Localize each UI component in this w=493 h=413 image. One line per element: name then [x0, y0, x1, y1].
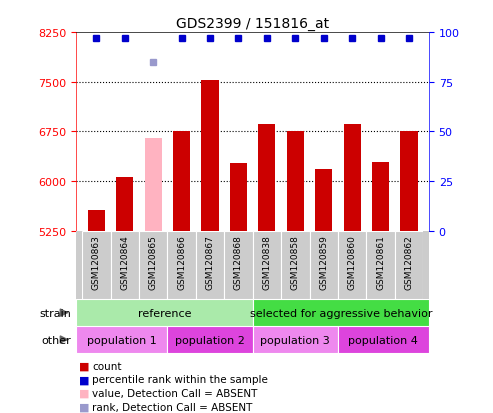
Text: reference: reference — [138, 308, 191, 318]
Text: ■: ■ — [79, 388, 89, 398]
Bar — [82, 231, 110, 299]
Bar — [168, 231, 196, 299]
Bar — [224, 231, 253, 299]
Bar — [116, 178, 133, 231]
Bar — [202, 81, 218, 231]
Text: other: other — [42, 335, 71, 345]
Text: GSM120858: GSM120858 — [291, 235, 300, 290]
Text: value, Detection Call = ABSENT: value, Detection Call = ABSENT — [92, 388, 257, 398]
Bar — [372, 163, 389, 231]
Text: rank, Detection Call = ABSENT: rank, Detection Call = ABSENT — [92, 402, 252, 412]
Bar — [400, 131, 418, 231]
Text: GSM120868: GSM120868 — [234, 235, 243, 290]
Bar — [423, 231, 429, 299]
Bar — [310, 231, 338, 299]
Bar — [76, 231, 82, 299]
Text: strain: strain — [39, 308, 71, 318]
Bar — [173, 132, 190, 231]
Text: selected for aggressive behavior: selected for aggressive behavior — [249, 308, 432, 318]
Text: GSM120838: GSM120838 — [262, 235, 271, 290]
Text: GSM120859: GSM120859 — [319, 235, 328, 290]
Bar — [338, 231, 366, 299]
Text: GSM120863: GSM120863 — [92, 235, 101, 290]
Bar — [253, 231, 281, 299]
Text: population 1: population 1 — [87, 335, 157, 345]
Text: population 2: population 2 — [175, 335, 245, 345]
Text: ■: ■ — [79, 402, 89, 412]
Text: ■: ■ — [79, 361, 89, 371]
Text: GSM120862: GSM120862 — [405, 235, 414, 289]
Bar — [395, 231, 423, 299]
Text: population 3: population 3 — [260, 335, 330, 345]
Text: ■: ■ — [79, 375, 89, 385]
Bar — [168, 326, 253, 353]
Bar — [76, 326, 168, 353]
Text: GSM120864: GSM120864 — [120, 235, 129, 289]
Bar — [258, 124, 276, 231]
Bar — [338, 326, 429, 353]
Text: GSM120866: GSM120866 — [177, 235, 186, 290]
Bar — [344, 124, 361, 231]
Text: GSM120860: GSM120860 — [348, 235, 356, 290]
Bar — [253, 299, 429, 326]
Text: GSM120865: GSM120865 — [149, 235, 158, 290]
Bar — [144, 139, 162, 231]
Bar — [315, 170, 332, 231]
Bar — [76, 299, 253, 326]
Bar — [366, 231, 395, 299]
Text: percentile rank within the sample: percentile rank within the sample — [92, 375, 268, 385]
Text: population 4: population 4 — [349, 335, 419, 345]
Bar — [88, 211, 105, 231]
Text: GSM120861: GSM120861 — [376, 235, 385, 290]
Bar — [139, 231, 168, 299]
Bar — [287, 132, 304, 231]
Bar — [230, 164, 247, 231]
Bar — [253, 326, 338, 353]
Text: GSM120867: GSM120867 — [206, 235, 214, 290]
Bar — [110, 231, 139, 299]
Text: count: count — [92, 361, 122, 371]
Bar — [281, 231, 310, 299]
Bar — [196, 231, 224, 299]
Title: GDS2399 / 151816_at: GDS2399 / 151816_at — [176, 17, 329, 31]
